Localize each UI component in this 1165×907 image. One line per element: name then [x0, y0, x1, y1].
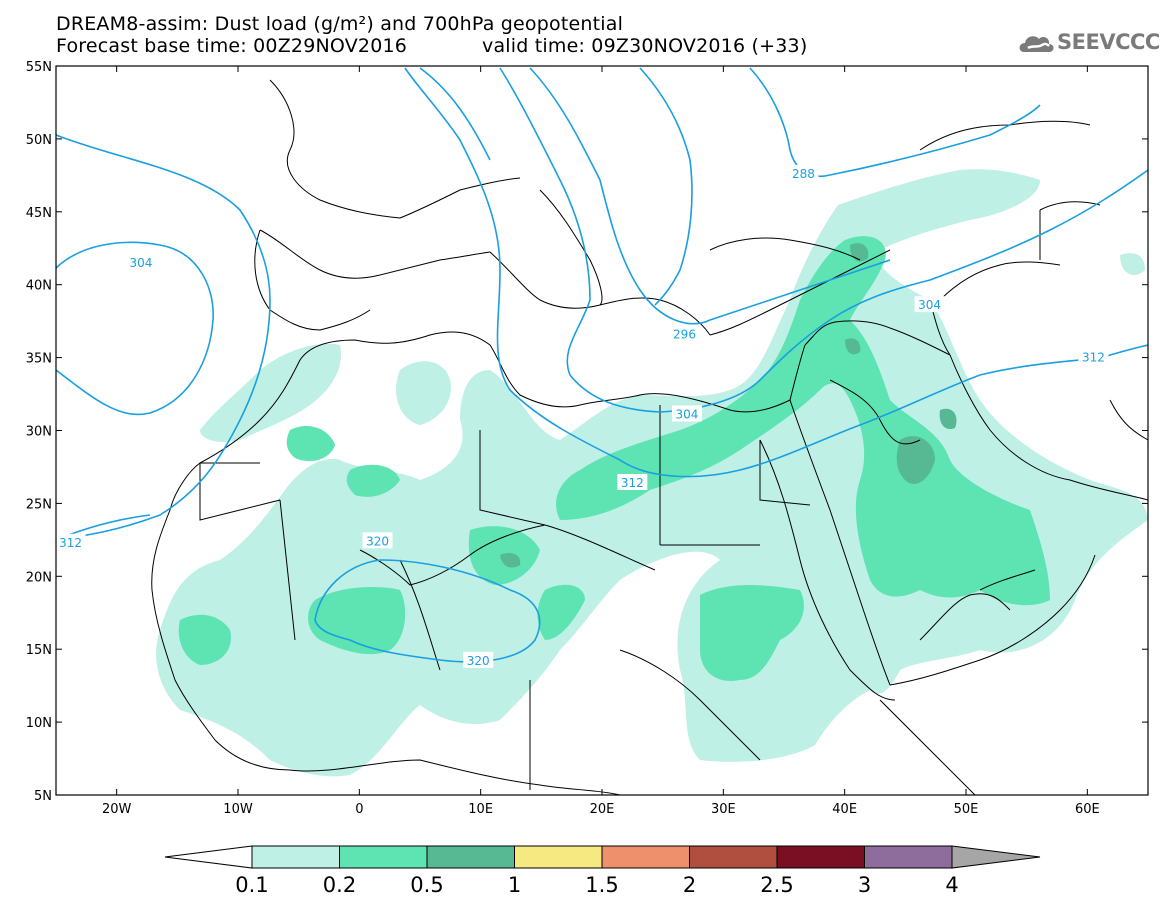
map-layers: 304 288 304 312 296 304 312 312 320 320 — [56, 67, 1148, 795]
map-title: DREAM8-assim: Dust load (g/m²) and 700hP… — [56, 13, 624, 35]
lat-label: 30N — [26, 425, 52, 440]
lon-label: 10E — [468, 802, 493, 817]
colorbar-swatch — [251, 845, 340, 869]
contour-label-bg — [125, 253, 156, 270]
forecast-base-time: Forecast base time: 00Z29NOV2016 — [56, 35, 408, 57]
contour-label-bg — [56, 533, 86, 550]
lat-label: 45N — [26, 206, 52, 221]
contour-label: 312 — [621, 476, 644, 490]
contour-label: 296 — [673, 327, 696, 341]
colorbar-label: 4 — [945, 873, 958, 897]
lat-label: 50N — [26, 133, 52, 148]
lon-label: 20E — [590, 802, 615, 817]
colorbar-high-arrow — [951, 845, 1041, 869]
colorbar-label: 1 — [508, 873, 521, 897]
cloud-logo-icon — [1019, 36, 1054, 52]
lat-label: 40N — [26, 279, 52, 294]
latitude-axis: 55N 50N 45N 40N 35N 30N 25N 20N 15N 10N 5N — [26, 60, 1148, 804]
contour-label: 312 — [1082, 351, 1105, 365]
contour-label: 288 — [792, 167, 815, 181]
contour-label: 320 — [467, 654, 490, 668]
dust-shading-mid — [178, 236, 1050, 681]
colorbar-label: 1.5 — [585, 873, 618, 897]
lat-label: 15N — [26, 643, 52, 658]
lon-label: 40E — [832, 802, 857, 817]
colorbar: 0.1 0.2 0.5 1 1.5 2 2.5 3 4 — [164, 845, 1041, 897]
colorbar-label: 0.2 — [323, 873, 356, 897]
contour-label-bg — [914, 296, 945, 313]
colorbar-swatch — [601, 845, 690, 869]
colorbar-swatch — [864, 845, 953, 869]
valid-time: valid time: 09Z30NOV2016 (+33) — [482, 35, 808, 57]
longitude-axis: 20W 10W 0 10E 20E 30E 40E 50E 60E — [102, 66, 1100, 817]
lat-label: 55N — [26, 60, 52, 75]
lon-label: 30E — [711, 802, 736, 817]
lon-label: 0 — [355, 802, 363, 817]
lon-label: 10W — [223, 802, 253, 817]
colorbar-swatch — [339, 845, 428, 869]
colorbar-label: 0.1 — [235, 873, 268, 897]
contour-labels: 304 288 304 312 296 304 312 312 320 320 — [56, 164, 1109, 668]
contour-label: 312 — [59, 536, 82, 550]
contour-label-bg — [788, 164, 819, 181]
lat-label: 35N — [26, 352, 52, 367]
colorbar-swatch — [426, 845, 515, 869]
contour-label-bg — [463, 651, 494, 668]
contour-label: 304 — [918, 298, 941, 312]
colorbar-label: 0.5 — [410, 873, 443, 897]
lat-label: 20N — [26, 570, 52, 585]
lon-label: 50E — [954, 802, 979, 817]
contour-label-bg — [671, 405, 702, 422]
colorbar-swatch — [514, 845, 603, 869]
colorbar-low-arrow — [164, 845, 253, 869]
colorbar-swatch — [776, 845, 865, 869]
contour-label-bg — [362, 532, 393, 549]
lat-label: 10N — [26, 716, 52, 731]
contour-label-bg — [617, 473, 648, 490]
colorbar-swatch — [689, 845, 778, 869]
contour-label-bg — [1078, 348, 1109, 365]
contour-label: 304 — [129, 256, 152, 270]
logo-text: SEEVCCC — [1057, 30, 1160, 54]
contour-label: 320 — [366, 534, 389, 548]
contour-label-bg — [669, 325, 700, 342]
geopotential-contours — [56, 67, 1148, 663]
colorbar-label: 2 — [683, 873, 696, 897]
colorbar-label: 3 — [858, 873, 871, 897]
lat-label: 5N — [34, 789, 52, 804]
lat-label: 25N — [26, 497, 52, 512]
lon-label: 60E — [1075, 802, 1100, 817]
contour-label: 304 — [675, 407, 698, 421]
colorbar-label: 2.5 — [760, 873, 793, 897]
coastlines-borders — [151, 79, 1148, 795]
lon-label: 20W — [102, 802, 132, 817]
